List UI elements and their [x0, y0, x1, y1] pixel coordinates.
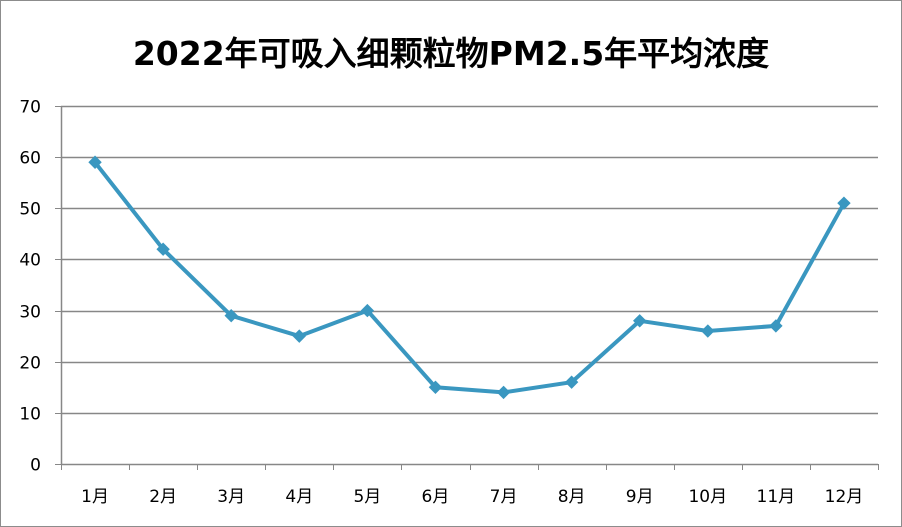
data-point [837, 196, 851, 210]
y-tick-labels: 0 10 20 30 40 50 60 70 [19, 98, 41, 476]
x-tick-label: 9月 [626, 487, 654, 507]
x-tick-labels: 1月 2月 3月 4月 5月 6月 7月 8月 9月 10月 11月 12月 [81, 487, 863, 507]
x-tick-label: 5月 [353, 487, 381, 507]
y-tick-label: 10 [19, 405, 41, 425]
y-tick-label: 30 [19, 303, 41, 323]
x-tick-label: 2月 [149, 487, 177, 507]
data-point [88, 155, 102, 169]
y-tick-label: 60 [19, 149, 41, 169]
x-tick-label: 10月 [688, 487, 727, 507]
data-point [769, 319, 783, 333]
x-tick-label: 7月 [490, 487, 518, 507]
data-point [633, 314, 647, 328]
data-point [428, 380, 443, 394]
y-tick-label: 50 [19, 200, 41, 220]
data-point [564, 375, 579, 389]
data-point [156, 242, 170, 256]
series [88, 155, 851, 400]
y-tick-label: 20 [19, 354, 41, 374]
axes [55, 106, 879, 470]
series-line [93, 160, 846, 395]
x-tick-label: 12月 [825, 487, 864, 507]
x-tick-label: 8月 [558, 487, 586, 507]
data-point [496, 385, 511, 400]
x-tick-label: 3月 [217, 487, 245, 507]
gridlines [61, 105, 878, 415]
y-tick-label: 70 [19, 98, 41, 118]
x-tick-label: 6月 [422, 487, 450, 507]
y-tick-label: 40 [19, 251, 41, 271]
data-point [360, 303, 375, 318]
chart-title: 2022年可吸入细颗粒物PM2.5年平均浓度 [132, 34, 770, 73]
x-tick-label: 1月 [81, 487, 109, 507]
data-point [224, 308, 238, 323]
x-tick-label: 4月 [285, 487, 313, 507]
data-point [292, 329, 306, 343]
x-tick-label: 11月 [757, 487, 796, 507]
y-tick-label: 0 [30, 456, 41, 476]
data-point [701, 324, 715, 338]
